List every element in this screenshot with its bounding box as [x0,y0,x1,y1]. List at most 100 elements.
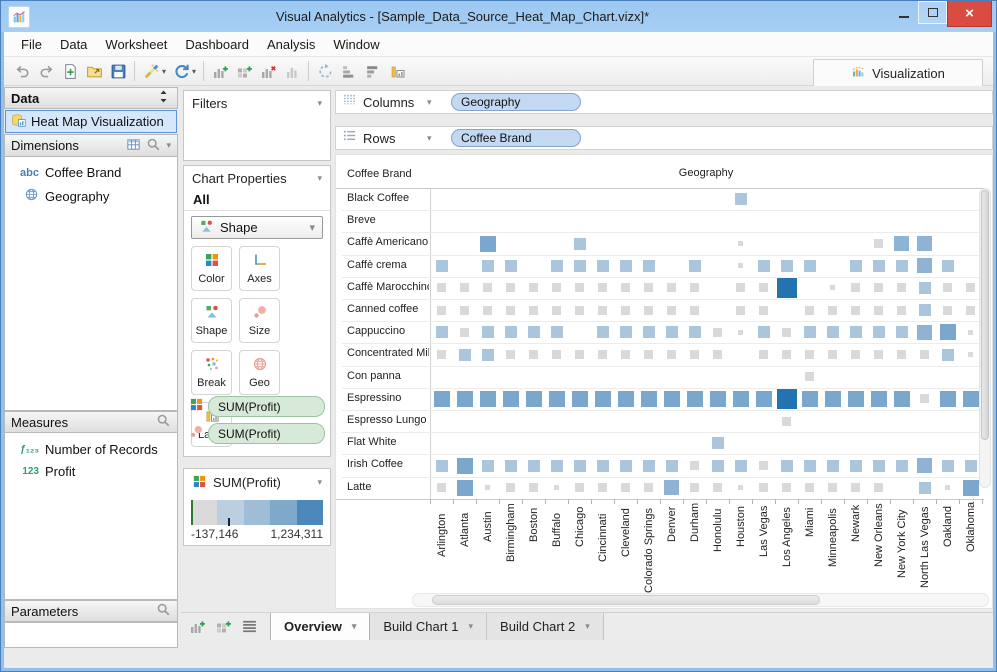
heatmap-cell[interactable] [620,282,631,294]
heatmap-cell[interactable] [917,280,932,295]
heatmap-cell[interactable] [643,482,654,494]
heatmap-cell[interactable] [574,349,585,360]
heatmap-cell[interactable] [549,258,564,273]
heatmap-cell[interactable] [551,349,562,360]
heatmap-cell[interactable] [919,393,930,405]
bar-label-icon[interactable] [386,60,408,82]
heatmap-cell[interactable] [896,304,907,316]
heatmap-cell[interactable] [459,326,470,338]
heatmap-cell[interactable] [873,282,884,294]
heatmap-cell[interactable] [503,258,518,273]
heatmap-cell[interactable] [547,389,566,408]
rows-shelf[interactable]: Rows ▾ Coffee Brand [335,126,993,150]
add-dashboard-icon[interactable] [215,618,232,635]
heatmap-cell[interactable] [484,484,491,492]
heatmap-cell[interactable] [664,325,679,340]
heatmap-cell[interactable] [737,484,744,492]
heatmap-cell[interactable] [756,325,771,340]
heatmap-cell[interactable] [597,282,608,294]
heatmap-cell[interactable] [944,484,951,492]
menu-dashboard[interactable]: Dashboard [185,36,249,52]
parameters-header[interactable]: Parameters [4,600,178,622]
heatmap-cell[interactable] [802,458,817,473]
legend-header[interactable]: SUM(Profit) ▾ [184,469,330,496]
heatmap-cell[interactable] [595,458,610,473]
select-rotate-icon[interactable] [314,60,336,82]
heatmap-cell[interactable] [967,328,974,336]
heatmap-cell[interactable] [664,458,679,473]
heatmap-cell[interactable] [942,282,953,294]
heatmap-cell[interactable] [781,326,792,338]
heatmap-cell[interactable] [848,325,863,340]
heatmap-cell[interactable] [804,304,815,316]
heatmap-cell[interactable] [597,482,608,494]
heatmap-cell[interactable] [618,258,633,273]
heatmap-cell[interactable] [896,349,907,360]
heatmap-cell[interactable] [639,389,658,408]
heatmap-cell[interactable] [871,258,886,273]
heatmap-cell[interactable] [850,482,861,494]
collapse-expand-icon[interactable] [156,89,171,107]
title-bar[interactable]: Visual Analytics - [Sample_Data_Source_H… [1,1,996,32]
heatmap-cell[interactable] [804,482,815,494]
heatmap-cell[interactable] [593,389,612,408]
heatmap-cell[interactable] [505,282,516,294]
chevron-down-icon[interactable]: ▾ [166,140,171,150]
heatmap-cell[interactable] [689,304,700,316]
heatmap-cell[interactable] [916,235,933,252]
heatmap-cell[interactable] [873,349,884,360]
heatmap-cell[interactable] [940,347,955,362]
search-icon[interactable] [146,137,161,155]
heatmap-cell[interactable] [712,349,723,360]
heatmap-cell[interactable] [758,460,769,471]
heatmap-cell[interactable] [823,389,842,408]
heatmap-cell[interactable] [572,236,587,251]
heatmap-cell[interactable] [480,347,495,362]
heatmap-cell[interactable] [436,349,447,360]
heatmap-cell[interactable] [434,458,449,473]
heatmap-cell[interactable] [662,389,681,408]
heatmap-cell[interactable] [620,482,631,494]
dropdown-caret-icon[interactable]: ▾ [192,66,197,76]
heatmap-cell[interactable] [666,282,677,294]
chevron-down-icon[interactable]: ▾ [317,477,322,487]
heatmap-cell[interactable] [641,258,656,273]
heatmap-cell[interactable] [731,389,750,408]
heatmap-cell[interactable] [848,258,863,273]
heatmap-cell[interactable] [871,325,886,340]
heatmap-cell[interactable] [850,304,861,316]
heatmap-cell[interactable] [894,258,909,273]
heatmap-cell[interactable] [459,304,470,316]
heatmap-cell[interactable] [643,349,654,360]
heatmap-cell[interactable] [455,478,474,497]
color-button[interactable]: Color [191,246,232,291]
menu-file[interactable]: File [21,36,42,52]
heatmap-cell[interactable] [916,457,933,474]
heatmap-cell[interactable] [505,482,516,494]
heatmap-cell[interactable] [618,325,633,340]
heatmap-cell[interactable] [434,258,449,273]
sum-profit-pill[interactable]: SUM(Profit) [208,396,325,417]
heatmap-cell[interactable] [775,387,798,410]
heatmap-cell[interactable] [618,458,633,473]
heatmap-cell[interactable] [827,482,838,494]
heatmap-cell[interactable] [482,304,493,316]
heatmap-cell[interactable] [916,257,933,274]
heatmap-cell[interactable] [480,258,495,273]
heatmap-chart[interactable]: Coffee Brand Geography Black Coffee Breve… [335,154,993,609]
hamburger-icon[interactable] [241,618,258,635]
open-icon[interactable] [83,60,105,82]
close-button[interactable]: × [947,1,992,27]
heatmap-cell[interactable] [919,349,930,360]
heatmap-cell[interactable] [570,389,589,408]
heatmap-cell[interactable] [938,323,957,342]
heatmap-cell[interactable] [781,349,792,360]
sort-descending-icon[interactable] [362,60,384,82]
heatmap-cell[interactable] [846,389,865,408]
heatmap-cell[interactable] [524,389,543,408]
heatmap-cell[interactable] [737,328,744,336]
heatmap-cell[interactable] [873,482,884,494]
heatmap-cell[interactable] [779,258,794,273]
heatmap-cell[interactable] [871,458,886,473]
heatmap-cell[interactable] [482,282,493,294]
